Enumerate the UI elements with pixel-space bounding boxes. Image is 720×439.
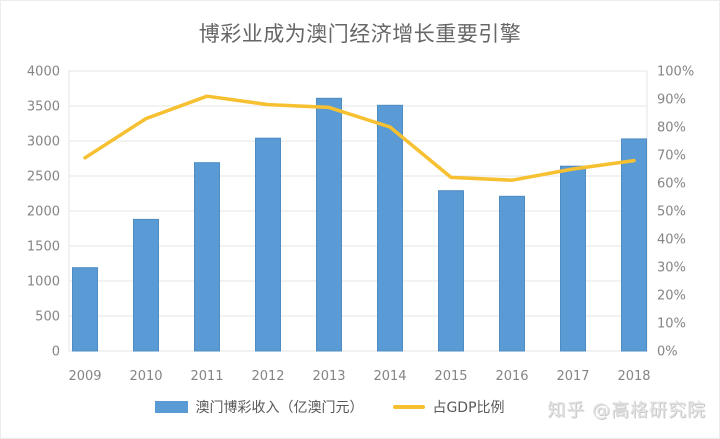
bar-2015 [438,190,464,352]
left-tick-3500: 3500 [27,100,60,115]
right-tick-50%: 50% [657,205,686,220]
bar-2016 [499,195,525,352]
left-tick-0: 0 [52,345,60,360]
bar-2010 [133,218,159,352]
right-tick-70%: 70% [657,149,686,164]
right-tick-20%: 20% [657,289,686,304]
right-tick-90%: 90% [657,93,686,108]
legend-item-gdp-share: 占GDP比例 [393,397,505,417]
gdp-share-line [83,94,636,182]
right-tick-10%: 10% [657,317,686,332]
left-tick-2500: 2500 [27,170,60,185]
left-tick-3000: 3000 [27,135,60,150]
x-label-2015: 2015 [434,369,467,384]
bar-swatch-icon [155,401,189,413]
chart-title: 博彩业成为澳门经济增长重要引擎 [198,22,522,46]
right-tick-80%: 80% [657,121,686,136]
bar-2009 [72,267,98,352]
x-label-2018: 2018 [617,369,650,384]
right-tick-100%: 100% [657,65,694,80]
left-tick-500: 500 [35,310,60,325]
left-tick-1500: 1500 [27,240,60,255]
right-tick-0%: 0% [657,345,678,360]
bar-2014 [377,104,403,352]
x-label-2014: 2014 [373,369,406,384]
x-label-2010: 2010 [129,369,162,384]
right-tick-60%: 60% [657,177,686,192]
left-tick-1000: 1000 [27,275,60,290]
x-label-2013: 2013 [312,369,345,384]
line-swatch-icon [393,405,426,409]
legend-label-gdp-share: 占GDP比例 [432,400,505,416]
left-tick-2000: 2000 [27,205,60,220]
right-tick-30%: 30% [657,261,686,276]
watermark: 知乎 @高格研究院 [547,400,706,421]
bar-2012 [255,137,281,352]
x-label-2009: 2009 [68,369,101,384]
x-label-2012: 2012 [251,369,284,384]
bar-2013 [316,97,342,352]
x-label-2011: 2011 [190,369,223,384]
bar-2011 [194,162,220,352]
legend-item-revenue: 澳门博彩收入（亿澳门元） [155,397,363,417]
left-tick-4000: 4000 [27,65,60,80]
chart-legend: 澳门博彩收入（亿澳门元） 占GDP比例 [1,397,719,417]
bar-2017 [560,165,586,352]
right-tick-40%: 40% [657,233,686,248]
x-label-2016: 2016 [495,369,528,384]
bar-2018 [621,138,647,352]
legend-label-revenue: 澳门博彩收入（亿澳门元） [195,400,364,416]
x-label-2017: 2017 [556,369,589,384]
